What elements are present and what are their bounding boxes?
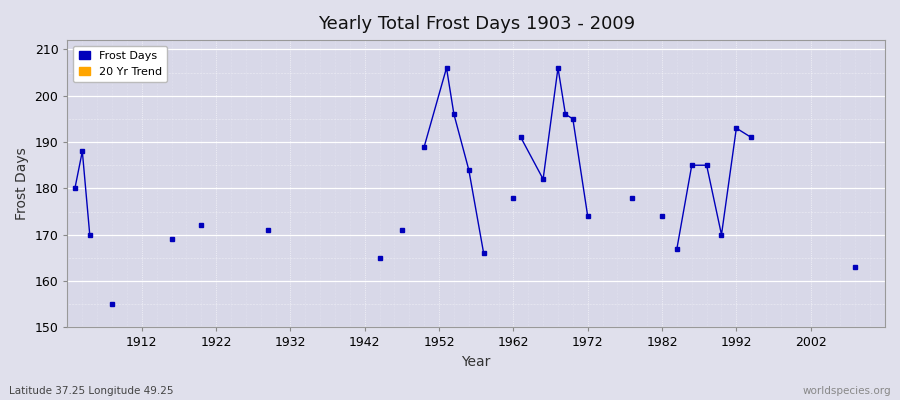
Title: Yearly Total Frost Days 1903 - 2009: Yearly Total Frost Days 1903 - 2009: [318, 15, 634, 33]
X-axis label: Year: Year: [462, 355, 490, 369]
Y-axis label: Frost Days: Frost Days: [15, 147, 29, 220]
Text: Latitude 37.25 Longitude 49.25: Latitude 37.25 Longitude 49.25: [9, 386, 174, 396]
Text: worldspecies.org: worldspecies.org: [803, 386, 891, 396]
Legend: Frost Days, 20 Yr Trend: Frost Days, 20 Yr Trend: [73, 46, 167, 82]
